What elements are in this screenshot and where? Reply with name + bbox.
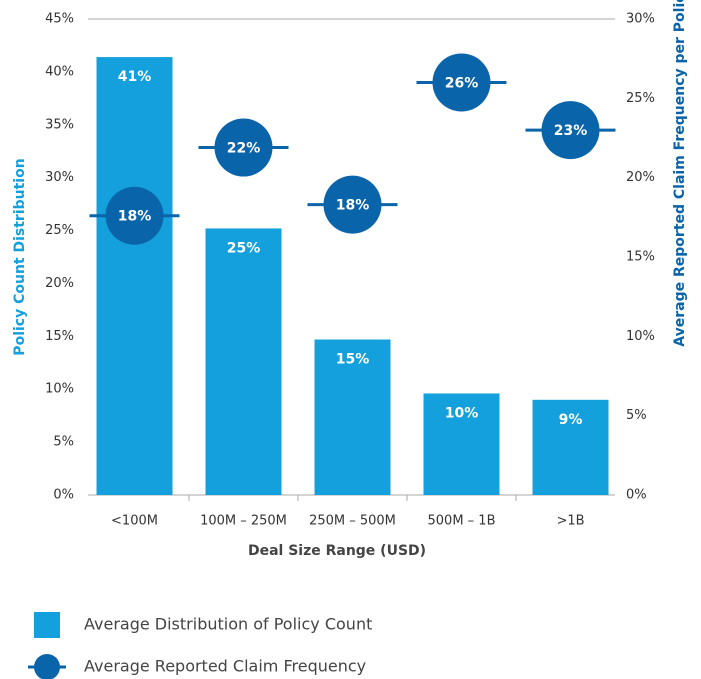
y2-axis-label: Average Reported Claim Frequency per Pol… xyxy=(672,0,688,347)
y-tick-label: 25% xyxy=(45,223,74,238)
legend-swatch xyxy=(34,612,60,638)
legend-label: Average Reported Claim Frequency xyxy=(84,657,366,676)
bar-label: 41% xyxy=(118,69,152,85)
marker xyxy=(323,175,382,234)
x-tick-label: >1B xyxy=(556,514,584,529)
x-tick-label: <100M xyxy=(111,514,158,529)
y2-tick-label: 5% xyxy=(626,408,647,423)
bar-label: 25% xyxy=(227,240,261,256)
y-tick-label: 15% xyxy=(45,329,74,344)
marker-label: 18% xyxy=(118,209,152,225)
x-axis-label: Deal Size Range (USD) xyxy=(248,543,426,559)
marker-label: 26% xyxy=(445,75,479,91)
bar-label: 10% xyxy=(445,405,479,421)
y-tick-label: 10% xyxy=(45,382,74,397)
marker xyxy=(105,186,164,245)
bar-label: 9% xyxy=(559,412,583,428)
legend-label: Average Distribution of Policy Count xyxy=(84,615,372,634)
y-axis-label: Policy Count Distribution xyxy=(12,158,28,355)
y2-tick-label: 25% xyxy=(626,91,655,106)
y-tick-label: 20% xyxy=(45,276,74,291)
x-tick-label: 500M – 1B xyxy=(428,514,496,529)
marker xyxy=(541,101,600,160)
legend-swatch xyxy=(34,654,60,679)
bar-label: 15% xyxy=(336,352,370,368)
y-tick-label: 35% xyxy=(45,117,74,132)
marker-label: 22% xyxy=(227,141,261,157)
bar xyxy=(96,57,173,495)
bar xyxy=(532,399,609,495)
x-tick-label: 100M – 250M xyxy=(200,514,287,529)
y-tick-label: 45% xyxy=(45,12,74,27)
marker-label: 23% xyxy=(554,123,588,139)
y2-tick-label: 30% xyxy=(626,12,655,27)
marker xyxy=(214,118,273,177)
y2-tick-label: 0% xyxy=(626,488,647,503)
y2-tick-label: 10% xyxy=(626,329,655,344)
y-tick-label: 30% xyxy=(45,170,74,185)
y-tick-label: 5% xyxy=(53,435,74,450)
y2-tick-label: 15% xyxy=(626,250,655,265)
bar xyxy=(423,393,500,495)
y-tick-label: 0% xyxy=(53,488,74,503)
marker xyxy=(432,53,491,112)
x-tick-label: 250M – 500M xyxy=(309,514,396,529)
bar xyxy=(205,228,282,495)
marker-label: 18% xyxy=(336,198,370,214)
bar xyxy=(314,339,391,495)
y-tick-label: 40% xyxy=(45,64,74,79)
y2-tick-label: 20% xyxy=(626,170,655,185)
